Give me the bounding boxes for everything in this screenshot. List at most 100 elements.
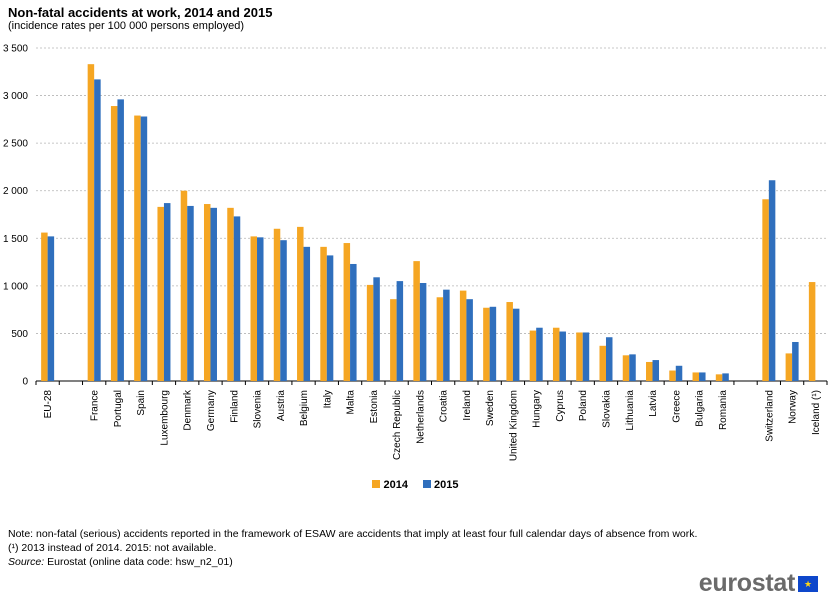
bar-2014 <box>134 115 141 382</box>
bar-2014 <box>390 299 397 381</box>
bar-2014 <box>715 374 723 381</box>
bar-2015 <box>350 263 357 381</box>
y-tick-label: 1 500 <box>3 234 28 245</box>
bar-chart: 0 500 1 000 1 500 2 000 2 500 3 000 3 500 EU-28 F… <box>3 44 828 461</box>
legend-swatch-2014 <box>372 480 381 488</box>
bar-2015 <box>280 240 287 381</box>
bar-2015 <box>140 116 148 381</box>
bar-2015 <box>489 306 497 381</box>
bar-2014 <box>413 261 420 381</box>
x-tick-label: Germany <box>206 390 217 431</box>
bar-2014 <box>273 228 281 381</box>
x-tick-label: Hungary <box>532 390 543 428</box>
bar-2014 <box>762 199 769 381</box>
chart-legend: 2014 2015 <box>0 479 831 491</box>
bar-2014 <box>506 302 513 381</box>
y-tick-label: 3 500 <box>3 44 28 55</box>
x-tick-label: Lithuania <box>625 390 636 431</box>
bar-2015 <box>559 331 566 381</box>
x-tick-label: Portugal <box>113 390 124 427</box>
chart-title: Non-fatal accidents at work, 2014 and 20… <box>8 5 273 20</box>
bar-2015 <box>47 236 55 381</box>
x-tick-label: Sweden <box>485 390 496 426</box>
bar-2014 <box>576 332 583 381</box>
bar-2014 <box>622 355 630 381</box>
x-tick-label: Slovakia <box>601 390 612 428</box>
x-tick-label: Bulgaria <box>695 390 706 427</box>
x-tick-label: Ireland <box>462 390 473 421</box>
x-tick-label: Poland <box>578 390 589 421</box>
bar-2015 <box>210 207 217 381</box>
legend-label-2015: 2015 <box>434 479 459 491</box>
eurostat-logo: eurostat <box>699 569 818 598</box>
bar-2014 <box>343 243 351 381</box>
chart-notes: Note: non-fatal (serious) accidents repo… <box>8 527 697 569</box>
y-tick-label: 500 <box>11 329 28 340</box>
bar-2014 <box>320 246 327 381</box>
bar-2015 <box>303 246 311 381</box>
bar-2014 <box>808 282 816 381</box>
bar-2014 <box>110 106 118 381</box>
y-tick-label: 2 500 <box>3 139 28 150</box>
x-tick-label: Finland <box>229 390 240 423</box>
x-tick-label: Italy <box>322 390 333 408</box>
x-tick-label: Slovenia <box>253 390 264 429</box>
bar-2014 <box>157 206 164 381</box>
bar-2014 <box>203 204 211 381</box>
legend-swatch-2015 <box>423 480 432 488</box>
x-tick-label: EU-28 <box>43 390 54 419</box>
x-tick-label: Iceland (¹) <box>811 390 822 435</box>
bar-2014 <box>552 327 560 381</box>
bar-2015 <box>512 308 520 381</box>
bar-2014 <box>599 345 606 381</box>
x-tick-label: Cyprus <box>555 390 566 422</box>
bar-2015 <box>117 99 124 382</box>
bar-2015 <box>629 354 636 381</box>
x-tick-label: Latvia <box>648 390 659 417</box>
bar-2014 <box>436 297 444 381</box>
eu-flag-icon <box>798 575 818 592</box>
legend-item-2014: 2014 <box>372 479 408 491</box>
bar-2014 <box>41 232 48 381</box>
bar-2014 <box>483 307 490 381</box>
x-tick-label: Norway <box>788 390 799 424</box>
bar-2015 <box>699 372 706 381</box>
footnote-line: (¹) 2013 instead of 2014. 2015: not avai… <box>8 542 217 554</box>
y-tick-label: 1 000 <box>3 281 28 292</box>
x-tick-label: France <box>90 390 101 422</box>
bar-2015 <box>652 360 660 381</box>
bar-2014 <box>227 207 234 381</box>
bar-2015 <box>582 332 590 381</box>
x-tick-label: Croatia <box>439 390 450 423</box>
bar-2014 <box>366 284 374 381</box>
bar-2014 <box>646 361 653 381</box>
bar-2015 <box>722 373 729 381</box>
x-tick-label: Greece <box>671 390 682 423</box>
bar-2015 <box>675 365 683 381</box>
x-tick-label: Netherlands <box>415 390 426 444</box>
bar-2015 <box>233 216 241 381</box>
bar-2014 <box>297 226 304 381</box>
x-tick-label: Spain <box>136 390 147 416</box>
legend-item-2015: 2015 <box>423 479 459 491</box>
bar-2014 <box>459 290 467 381</box>
bar-2015 <box>326 255 334 381</box>
note-line: Note: non-fatal (serious) accidents repo… <box>8 528 698 540</box>
bar-2015 <box>466 299 473 381</box>
x-tick-label: Estonia <box>369 390 380 424</box>
x-tick-label: Belgium <box>299 390 310 426</box>
y-tick-label: 2 000 <box>3 186 28 197</box>
x-tick-label: Romania <box>718 390 729 430</box>
x-tick-label: Switzerland <box>764 390 775 442</box>
bar-2014 <box>529 330 537 381</box>
bar-2015 <box>94 79 101 381</box>
bar-2015 <box>443 289 450 381</box>
bar-2014 <box>180 190 188 381</box>
bar-2015 <box>163 203 171 381</box>
bar-2015 <box>187 205 194 381</box>
logo-text: eurostat <box>698 569 796 597</box>
y-tick-label: 3 000 <box>3 91 28 102</box>
source-text: Eurostat (online data code: hsw_n2_01) <box>44 556 233 568</box>
legend-label-2014: 2014 <box>383 479 408 491</box>
y-tick-label: 0 <box>22 377 28 388</box>
